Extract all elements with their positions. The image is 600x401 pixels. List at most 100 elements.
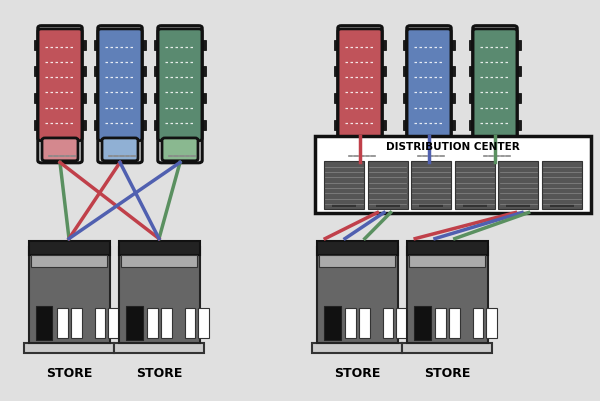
- Bar: [324, 161, 364, 209]
- Bar: [185, 308, 196, 338]
- Bar: [403, 40, 410, 50]
- Text: STORE: STORE: [136, 367, 182, 380]
- FancyBboxPatch shape: [342, 138, 378, 161]
- Bar: [436, 308, 446, 338]
- Bar: [95, 308, 106, 338]
- Bar: [79, 120, 86, 130]
- Bar: [139, 40, 146, 50]
- Bar: [487, 308, 497, 338]
- Bar: [407, 241, 487, 255]
- Bar: [34, 93, 41, 103]
- Bar: [58, 308, 68, 338]
- Bar: [29, 241, 110, 255]
- Bar: [411, 161, 451, 209]
- Bar: [154, 67, 161, 77]
- Bar: [94, 40, 101, 50]
- Bar: [550, 204, 574, 207]
- Bar: [34, 120, 41, 130]
- Bar: [324, 306, 341, 340]
- Bar: [199, 120, 206, 130]
- FancyBboxPatch shape: [473, 29, 517, 141]
- Bar: [34, 40, 41, 50]
- Bar: [31, 255, 107, 267]
- Bar: [379, 40, 386, 50]
- Bar: [419, 204, 443, 207]
- Bar: [403, 93, 410, 103]
- Bar: [346, 308, 356, 338]
- Bar: [463, 204, 487, 207]
- Bar: [403, 67, 410, 77]
- FancyBboxPatch shape: [162, 138, 198, 161]
- Bar: [469, 40, 476, 50]
- Bar: [71, 308, 82, 338]
- Bar: [514, 67, 521, 77]
- Bar: [403, 120, 410, 130]
- Text: STORE: STORE: [424, 367, 470, 380]
- Bar: [402, 343, 493, 353]
- Bar: [379, 93, 386, 103]
- FancyBboxPatch shape: [338, 29, 382, 141]
- Bar: [414, 306, 431, 340]
- FancyBboxPatch shape: [38, 29, 82, 141]
- Bar: [514, 120, 521, 130]
- Bar: [29, 247, 110, 343]
- Bar: [36, 306, 53, 340]
- Bar: [139, 93, 146, 103]
- Bar: [469, 93, 476, 103]
- Bar: [315, 136, 591, 213]
- Bar: [469, 67, 476, 77]
- Bar: [119, 241, 199, 255]
- Bar: [154, 40, 161, 50]
- Bar: [79, 40, 86, 50]
- Bar: [499, 161, 538, 209]
- Bar: [199, 67, 206, 77]
- Bar: [139, 120, 146, 130]
- Bar: [114, 343, 204, 353]
- FancyBboxPatch shape: [158, 29, 202, 141]
- Bar: [332, 204, 356, 207]
- Bar: [542, 161, 582, 209]
- Bar: [121, 255, 197, 267]
- Text: DISTRIBUTION CENTER: DISTRIBUTION CENTER: [386, 142, 520, 152]
- Bar: [94, 93, 101, 103]
- Bar: [199, 40, 206, 50]
- Bar: [407, 247, 487, 343]
- Bar: [119, 247, 199, 343]
- Bar: [514, 40, 521, 50]
- Bar: [449, 308, 460, 338]
- FancyBboxPatch shape: [407, 29, 451, 141]
- Bar: [469, 120, 476, 130]
- Bar: [319, 255, 395, 267]
- Bar: [506, 204, 530, 207]
- Bar: [94, 120, 101, 130]
- Bar: [359, 308, 370, 338]
- Bar: [79, 67, 86, 77]
- FancyBboxPatch shape: [98, 29, 142, 141]
- Bar: [198, 308, 209, 338]
- Bar: [448, 67, 455, 77]
- Bar: [455, 161, 495, 209]
- Bar: [312, 343, 403, 353]
- Bar: [148, 308, 158, 338]
- Bar: [109, 308, 119, 338]
- Bar: [154, 93, 161, 103]
- Bar: [448, 40, 455, 50]
- Bar: [34, 67, 41, 77]
- Bar: [94, 67, 101, 77]
- Bar: [334, 93, 341, 103]
- Bar: [334, 40, 341, 50]
- FancyBboxPatch shape: [42, 138, 78, 161]
- Bar: [448, 120, 455, 130]
- Bar: [514, 93, 521, 103]
- FancyBboxPatch shape: [477, 138, 513, 161]
- Bar: [317, 241, 398, 255]
- Bar: [334, 67, 341, 77]
- Bar: [368, 161, 407, 209]
- Bar: [79, 93, 86, 103]
- Bar: [383, 308, 394, 338]
- Bar: [154, 120, 161, 130]
- Bar: [448, 93, 455, 103]
- Bar: [161, 308, 172, 338]
- Bar: [397, 308, 407, 338]
- Bar: [199, 93, 206, 103]
